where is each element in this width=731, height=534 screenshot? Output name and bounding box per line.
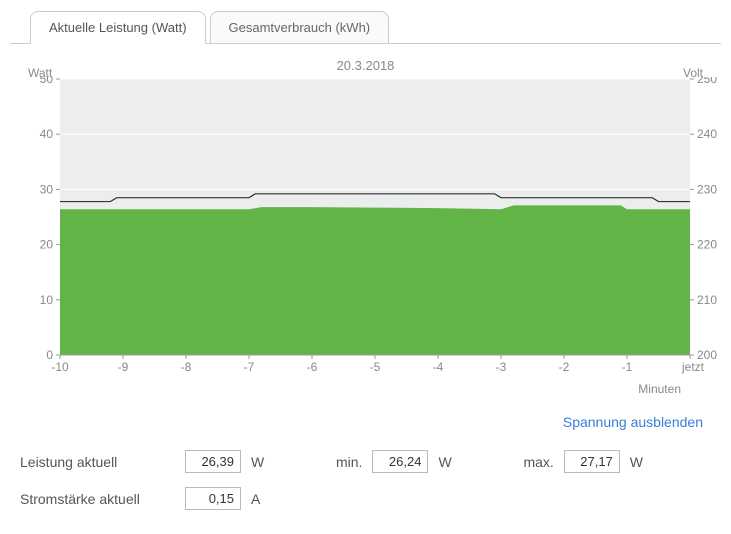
tab-total-consumption[interactable]: Gesamtverbrauch (kWh) (210, 11, 390, 44)
power-voltage-chart: 01020304050200210220230240250-10-9-8-7-6… (30, 77, 720, 377)
svg-text:10: 10 (40, 293, 54, 307)
svg-text:-1: -1 (622, 360, 633, 374)
current-input[interactable] (185, 487, 241, 510)
svg-text:-10: -10 (51, 360, 69, 374)
stats-row-current: Stromstärke aktuell A (20, 487, 711, 510)
current-unit: A (251, 491, 276, 507)
chart-title: 20.3.2018 (30, 58, 701, 73)
x-axis-label: Minuten (30, 382, 701, 396)
svg-text:-6: -6 (307, 360, 318, 374)
svg-text:210: 210 (697, 293, 717, 307)
svg-text:-7: -7 (244, 360, 255, 374)
power-current-unit: W (251, 454, 276, 470)
svg-text:-8: -8 (181, 360, 192, 374)
svg-text:-4: -4 (433, 360, 444, 374)
stats-row-power: Leistung aktuell W min. W max. W (20, 450, 711, 473)
power-min-unit: W (438, 454, 463, 470)
y2-axis-label: Volt (683, 66, 703, 80)
power-min-input[interactable] (372, 450, 428, 473)
tab-current-power[interactable]: Aktuelle Leistung (Watt) (30, 11, 206, 44)
power-max-input[interactable] (564, 450, 620, 473)
svg-text:30: 30 (40, 182, 54, 196)
svg-text:20: 20 (40, 238, 54, 252)
chart-container: Watt Volt 20.3.2018 01020304050200210220… (10, 48, 721, 406)
stats-panel: Leistung aktuell W min. W max. W Stromst… (10, 450, 721, 510)
y1-axis-label: Watt (28, 66, 52, 80)
svg-text:40: 40 (40, 127, 54, 141)
voltage-toggle-link[interactable]: Spannung ausblenden (563, 414, 703, 430)
svg-text:-5: -5 (370, 360, 381, 374)
tabs: Aktuelle Leistung (Watt) Gesamtverbrauch… (10, 10, 721, 44)
power-min-label: min. (336, 454, 362, 470)
svg-text:-9: -9 (118, 360, 129, 374)
voltage-toggle-container: Spannung ausblenden (10, 414, 721, 430)
svg-text:220: 220 (697, 238, 717, 252)
power-label: Leistung aktuell (20, 454, 185, 470)
svg-text:jetzt: jetzt (681, 360, 705, 374)
power-max-label: max. (523, 454, 553, 470)
svg-text:240: 240 (697, 127, 717, 141)
svg-text:-2: -2 (559, 360, 570, 374)
svg-text:230: 230 (697, 182, 717, 196)
svg-text:-3: -3 (496, 360, 507, 374)
current-label: Stromstärke aktuell (20, 491, 185, 507)
power-max-unit: W (630, 454, 655, 470)
power-current-input[interactable] (185, 450, 241, 473)
